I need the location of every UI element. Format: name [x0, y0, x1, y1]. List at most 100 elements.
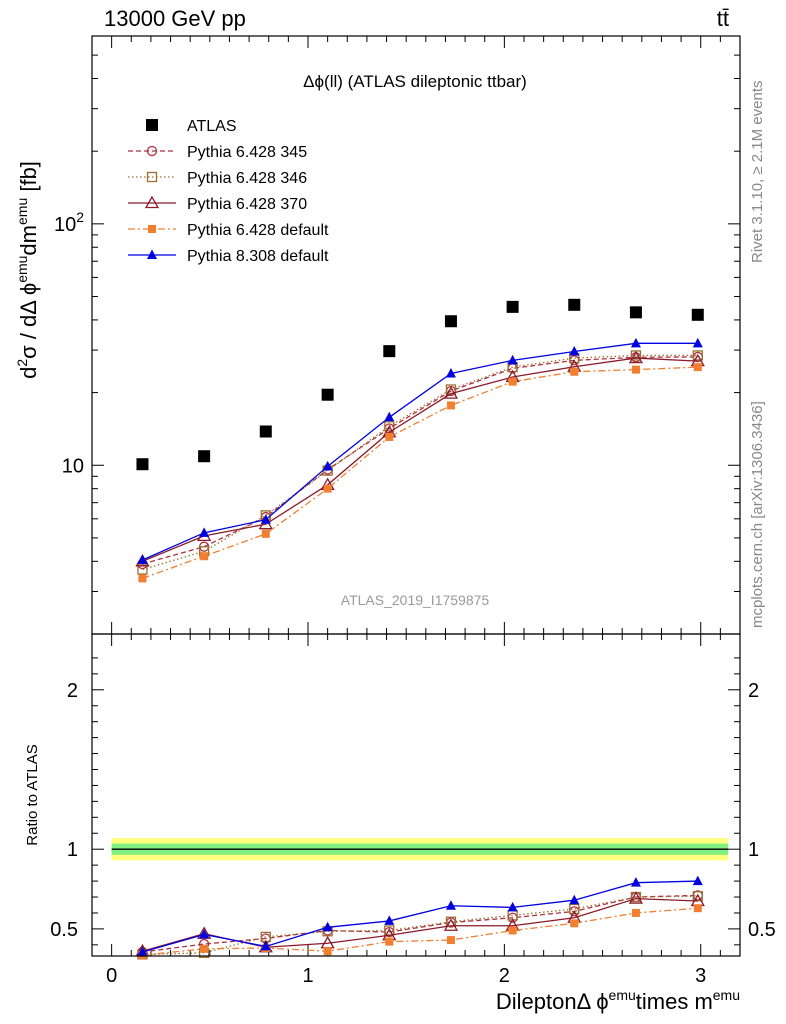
y-tick-label: 10 — [62, 455, 84, 477]
series-pythia-6-428-346 — [137, 350, 703, 575]
data-point — [445, 367, 456, 378]
series-line — [142, 357, 698, 562]
data-point — [321, 388, 334, 401]
data-point — [323, 484, 332, 493]
ratio-series-pythia-6-428-345 — [137, 890, 703, 958]
ratio-point — [569, 894, 580, 905]
legend-marker — [146, 145, 158, 157]
ratio-point — [385, 937, 394, 946]
ratio-point — [628, 891, 644, 904]
data-point — [137, 554, 148, 565]
data-point — [322, 460, 333, 471]
series-line — [142, 342, 698, 561]
x-tick-label: 0 — [106, 965, 117, 987]
ratio-point — [445, 900, 456, 910]
ratio-line — [142, 894, 698, 953]
ratio-y-tick-label-right: 2 — [748, 680, 759, 702]
data-point — [444, 315, 457, 328]
ratio-point — [443, 918, 459, 931]
series-pythia-6-428-370 — [135, 350, 705, 567]
main-y-axis-label: d2σ / dΔ ϕemudmemu [fb] — [14, 161, 41, 379]
data-point — [383, 345, 396, 358]
ratio-point — [322, 921, 333, 932]
legend-entry: ATLAS — [146, 118, 237, 135]
data-point — [199, 527, 210, 537]
x-tick-label: 2 — [499, 965, 510, 987]
ratio-point — [630, 877, 641, 887]
data-point — [693, 363, 702, 372]
ratio-point — [200, 944, 209, 953]
data-point — [568, 298, 581, 311]
legend-label: Pythia 6.428 370 — [187, 196, 307, 213]
rivet-label: Rivet 3.1.10, ≥ 2.1M events — [749, 81, 766, 264]
ratio-series-layer — [135, 875, 705, 960]
data-point — [384, 411, 395, 422]
series-pythia-6-428-default — [138, 363, 702, 583]
ratio-line — [142, 880, 698, 953]
data-point — [691, 308, 704, 321]
ratio-point — [137, 946, 148, 957]
y-tick-label: 102 — [54, 209, 84, 236]
analysis-id: ATLAS_2019_I1759875 — [341, 592, 490, 608]
ratio-point — [384, 915, 395, 925]
series-atlas — [136, 298, 704, 471]
data-point — [200, 552, 209, 561]
main-axis-ticks: 10 102 — [54, 35, 740, 635]
data-point — [384, 421, 395, 432]
data-point — [443, 386, 459, 399]
ratio-point — [508, 926, 517, 935]
data-point — [507, 354, 518, 365]
main-panel: 10 102 Δϕ(ll) (ATLAS dileptonic ttbar) AT… — [14, 35, 741, 635]
ratio-point — [693, 904, 702, 913]
legend-label: ATLAS — [187, 118, 237, 135]
legend-marker — [144, 195, 160, 209]
data-point — [261, 529, 270, 538]
data-point — [570, 367, 579, 376]
ratio-point — [507, 901, 518, 912]
data-point — [508, 377, 517, 386]
ratio-y-tick-label: 1 — [67, 839, 78, 861]
data-point — [569, 345, 580, 356]
legend-label: Pythia 8.308 default — [187, 248, 329, 265]
data-point — [260, 514, 271, 524]
process-label: tt̄ — [717, 6, 729, 31]
data-point — [506, 300, 519, 313]
ratio-point — [692, 875, 703, 886]
legend-label: Pythia 6.428 345 — [187, 144, 307, 161]
mcplots-label: mcplots.cern.ch [arXiv:1306.3436] — [749, 401, 766, 628]
data-point — [136, 458, 149, 471]
ratio-point — [199, 928, 210, 939]
data-point — [385, 432, 394, 441]
ratio-point — [446, 936, 455, 945]
legend-marker — [147, 249, 157, 259]
data-point — [628, 350, 644, 364]
data-point — [259, 425, 272, 438]
ratio-series-pythia-8-308-default — [137, 875, 703, 957]
data-point — [446, 401, 455, 410]
legend-label: Pythia 6.428 346 — [187, 170, 307, 187]
legend-entry: Pythia 6.428 345 — [128, 144, 307, 161]
series-line — [142, 366, 698, 579]
ratio-y-tick-label: 0.5 — [50, 919, 78, 941]
series-pythia-6-428-345 — [137, 351, 703, 570]
data-point — [198, 450, 211, 463]
series-line — [142, 354, 698, 571]
ratio-line — [142, 897, 698, 952]
chart-title: Δϕ(ll) (ATLAS dileptonic ttbar) — [303, 72, 527, 91]
ratio-point — [569, 903, 580, 915]
ratio-point — [260, 940, 271, 951]
x-tick-label: 3 — [695, 965, 706, 987]
ratio-axis-ticks: 0.5 0.5 1 1 2 2 0 1 2 3 — [50, 634, 776, 987]
data-point — [630, 337, 641, 348]
ratio-panel: 0.5 0.5 1 1 2 2 0 1 2 3 Ratio to ATLAS DileptonΔ … — [24, 633, 776, 1014]
ratio-series-pythia-6-428-default — [138, 904, 702, 960]
ratio-y-tick-label-right: 0.5 — [748, 919, 776, 941]
data-point — [629, 306, 642, 319]
legend-label: Pythia 6.428 default — [187, 222, 329, 239]
series-line — [142, 356, 698, 565]
data-point — [692, 350, 703, 361]
ratio-point — [570, 919, 579, 928]
data-point — [138, 574, 147, 583]
series-pythia-8-308-default — [137, 337, 703, 565]
